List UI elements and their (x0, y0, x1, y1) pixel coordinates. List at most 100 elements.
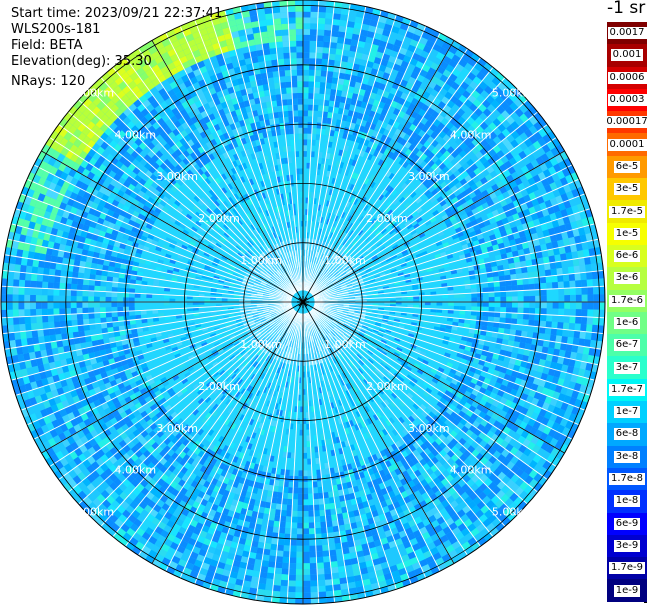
range-gate (409, 159, 417, 167)
range-gate (353, 57, 362, 65)
range-gate (341, 90, 348, 98)
range-gate (325, 152, 331, 160)
range-gate (339, 244, 344, 251)
range-gate (482, 306, 489, 312)
range-gate (363, 171, 369, 178)
range-gate (351, 247, 357, 253)
range-gate (564, 308, 571, 316)
range-gate (421, 31, 431, 40)
range-gate (384, 191, 391, 199)
range-gate (303, 58, 310, 64)
range-gate (430, 131, 439, 140)
range-gate (343, 79, 351, 87)
range-gate (382, 29, 391, 37)
range-gate (355, 220, 361, 227)
range-gate (324, 230, 329, 237)
range-gate (365, 36, 374, 44)
range-gate (392, 63, 401, 72)
range-gate (453, 297, 460, 302)
range-gate (466, 71, 477, 81)
range-gate (303, 116, 308, 122)
range-gate (351, 116, 358, 124)
range-gate (306, 162, 311, 169)
range-gate (336, 222, 341, 229)
range-gate (401, 175, 409, 183)
range-gate (387, 36, 397, 45)
range-gate (578, 338, 586, 347)
range-gate (385, 170, 392, 178)
range-gate (354, 226, 360, 233)
range-gate (333, 240, 338, 247)
range-gate (391, 133, 399, 142)
range-gate (303, 104, 309, 111)
range-gate (423, 45, 433, 54)
range-gate (411, 139, 420, 147)
range-gate (350, 190, 356, 198)
range-gate (378, 187, 385, 194)
range-gate (545, 275, 552, 283)
range-gate (351, 93, 359, 100)
range-gate (325, 129, 331, 136)
range-gate (408, 151, 417, 160)
range-gate (341, 2, 351, 10)
range-gate (584, 256, 591, 265)
range-gate (380, 154, 388, 162)
range-gate (529, 302, 536, 309)
range-gate (330, 226, 335, 233)
range-gate (317, 12, 326, 19)
range-gate (361, 196, 367, 203)
range-gate (574, 272, 581, 281)
range-gate (303, 168, 307, 175)
range-gate (323, 35, 331, 43)
range-gate (365, 206, 372, 213)
range-gate (388, 158, 395, 166)
range-gate (313, 93, 320, 100)
range-gate (410, 71, 419, 80)
range-gate (470, 310, 477, 316)
ray-separator (309, 67, 494, 294)
range-gate (364, 158, 371, 166)
range-gate (494, 307, 501, 313)
range-gate (337, 78, 345, 85)
range-gate (569, 316, 576, 324)
range-gate (339, 259, 345, 265)
range-gate (540, 289, 547, 296)
range-gate (316, 169, 321, 176)
range-gate (438, 138, 447, 147)
range-gate (523, 307, 530, 314)
range-gate (330, 89, 337, 96)
range-gate (317, 216, 322, 223)
range-gate (477, 57, 487, 67)
range-gate (546, 295, 553, 302)
range-gate (497, 81, 507, 92)
range-gate (383, 148, 391, 157)
range-gate (397, 187, 404, 195)
range-gate (303, 81, 309, 88)
range-gate (324, 248, 328, 255)
range-gate (411, 52, 421, 61)
range-gate (557, 322, 564, 330)
ray-separator (304, 3, 351, 291)
range-gate (409, 57, 418, 67)
range-gate (344, 220, 350, 227)
range-gate (453, 302, 460, 307)
range-gate (368, 25, 377, 33)
range-gate (388, 172, 396, 180)
range-gate (330, 252, 335, 259)
range-gate (352, 63, 360, 71)
range-gate (366, 172, 373, 180)
range-gate (357, 40, 366, 48)
range-gate (317, 234, 321, 241)
range-gate (500, 296, 507, 302)
range-gate (363, 151, 370, 159)
range-gate (378, 166, 385, 174)
range-gate (303, 29, 311, 35)
range-gate (360, 203, 367, 210)
range-gate (459, 297, 466, 302)
range-gate (339, 230, 344, 237)
range-gate (326, 263, 331, 270)
range-gate (396, 194, 403, 201)
range-gate (315, 174, 320, 182)
range-gate (332, 254, 338, 260)
range-gate (482, 76, 492, 86)
